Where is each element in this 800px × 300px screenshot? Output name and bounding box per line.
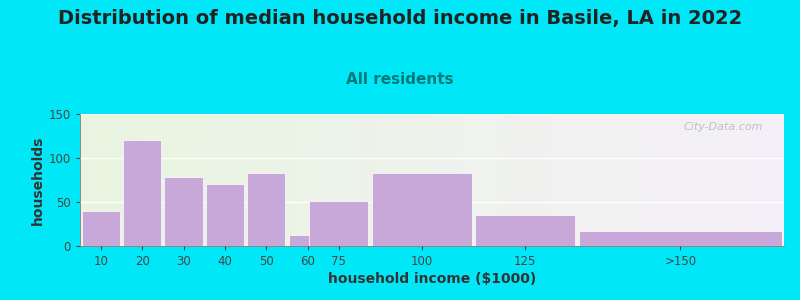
Bar xyxy=(578,231,782,246)
Bar xyxy=(289,235,327,246)
Bar xyxy=(247,173,286,246)
Bar xyxy=(310,201,368,246)
Bar xyxy=(371,173,472,246)
Text: Distribution of median household income in Basile, LA in 2022: Distribution of median household income … xyxy=(58,9,742,28)
Bar xyxy=(475,215,575,246)
Text: City-Data.com: City-Data.com xyxy=(683,122,763,132)
Bar xyxy=(165,177,202,246)
Text: All residents: All residents xyxy=(346,72,454,87)
X-axis label: household income ($1000): household income ($1000) xyxy=(328,272,536,286)
Bar xyxy=(123,140,161,246)
Bar xyxy=(82,211,120,246)
Y-axis label: households: households xyxy=(30,135,45,225)
Bar xyxy=(206,184,244,246)
